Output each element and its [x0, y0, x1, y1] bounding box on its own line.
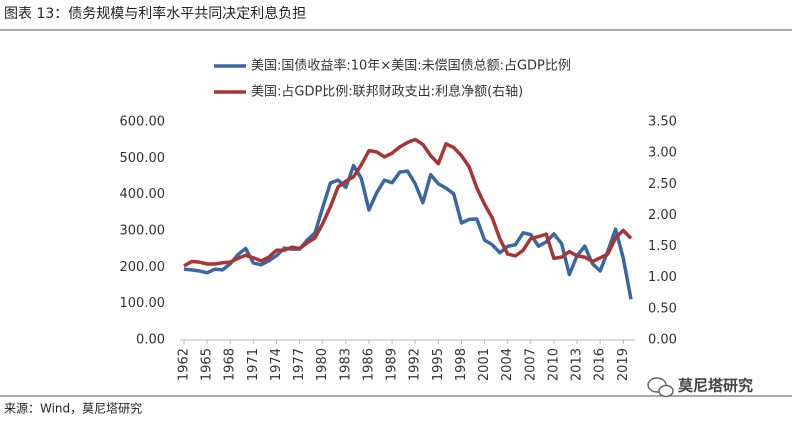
- y2-tick-label: 0.50: [648, 301, 677, 316]
- x-tick-label: 1986: [361, 348, 376, 381]
- legend-label: 美国:国债收益率:10年×美国:未偿国债总额:占GDP比例: [251, 58, 571, 74]
- y-tick-label: 0.00: [136, 333, 165, 348]
- y-tick-label: 100.00: [120, 296, 166, 311]
- chart-title: 图表 13：债务规模与利率水平共同决定利息负担: [4, 5, 306, 22]
- x-tick-label: 1992: [408, 348, 423, 381]
- y2-tick-label: 2.50: [648, 177, 677, 192]
- y-tick-label: 500.00: [120, 151, 166, 166]
- y-tick-label: 200.00: [120, 260, 166, 275]
- x-tick-label: 2013: [570, 348, 585, 381]
- x-tick-label: 1974: [269, 348, 284, 381]
- x-tick-label: 1965: [200, 348, 215, 381]
- y2-tick-label: 3.00: [648, 146, 677, 161]
- watermark-text: 莫尼塔研究: [678, 377, 753, 395]
- y-tick-label: 300.00: [120, 224, 166, 239]
- y-tick-label: 400.00: [120, 187, 166, 202]
- x-tick-label: 2010: [546, 348, 561, 381]
- source: 来源：Wind，莫尼塔研究: [4, 401, 142, 416]
- x-tick-label: 1962: [177, 348, 192, 381]
- x-tick-label: 2007: [523, 348, 538, 381]
- x-tick-label: 2019: [616, 348, 631, 381]
- x-tick-label: 1968: [223, 348, 238, 381]
- x-tick-label: 1980: [315, 348, 330, 381]
- y2-tick-label: 2.00: [648, 208, 677, 223]
- x-tick-label: 1989: [385, 348, 400, 381]
- x-tick-label: 1983: [338, 348, 353, 381]
- x-tick-label: 2004: [500, 348, 515, 381]
- watermark-icon: [658, 384, 674, 398]
- y-tick-label: 600.00: [120, 115, 166, 130]
- x-tick-label: 1995: [431, 348, 446, 381]
- x-tick-label: 2001: [477, 348, 492, 381]
- x-tick-label: 1998: [454, 348, 469, 381]
- y2-tick-label: 1.50: [648, 239, 677, 254]
- y2-tick-label: 0.00: [648, 333, 677, 348]
- x-tick-label: 2016: [593, 348, 608, 381]
- x-tick-label: 1977: [292, 348, 307, 381]
- series-line: [183, 137, 633, 268]
- x-tick-label: 1971: [246, 348, 261, 381]
- y2-tick-label: 3.50: [648, 115, 677, 130]
- watermark: 莫尼塔研究: [647, 377, 753, 398]
- legend-label: 美国:占GDP比例:联邦财政支出:利息净额(右轴): [251, 84, 523, 100]
- series-line: [183, 163, 633, 300]
- y2-tick-label: 1.00: [648, 270, 677, 285]
